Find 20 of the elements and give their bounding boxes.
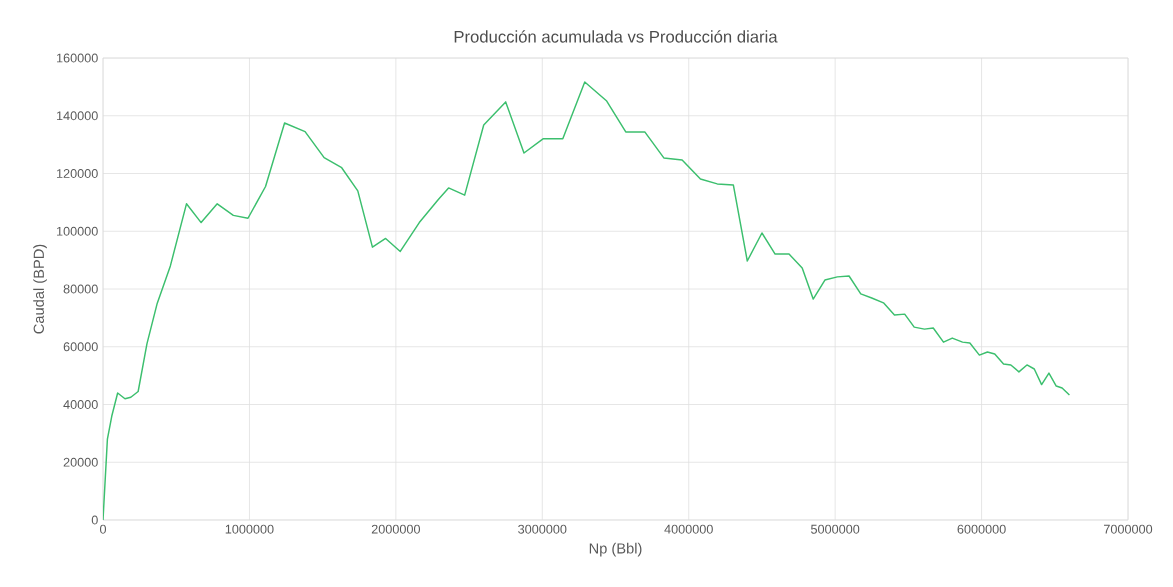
y-tick-label: 120000 bbox=[56, 169, 98, 178]
x-tick-label: 5000000 bbox=[810, 524, 860, 534]
x-tick-label: 7000000 bbox=[1103, 524, 1153, 534]
y-tick-label: 0 bbox=[91, 515, 98, 525]
y-tick-label: 20000 bbox=[63, 457, 98, 467]
x-tick-label: 6000000 bbox=[957, 524, 1006, 534]
y-axis-title: Caudal (BPD) bbox=[33, 244, 47, 334]
x-axis-title: Np (Bbl) bbox=[589, 542, 642, 557]
x-tick-label: 1000000 bbox=[225, 524, 274, 534]
y-tick-label: 100000 bbox=[56, 226, 98, 236]
x-tick-label: 0 bbox=[99, 524, 107, 534]
y-tick-label: 140000 bbox=[56, 111, 98, 121]
y-tick-label: 60000 bbox=[63, 342, 98, 352]
y-tick-label: 80000 bbox=[63, 284, 98, 294]
x-tick-label: 2000000 bbox=[371, 524, 421, 534]
x-tick-label: 3000000 bbox=[518, 524, 567, 534]
y-tick-label: 160000 bbox=[56, 53, 98, 63]
y-tick-label: 40000 bbox=[63, 400, 98, 409]
x-tick-label: 4000000 bbox=[664, 524, 713, 534]
chart-title: Producción acumulada vs Producción diaria bbox=[454, 30, 778, 43]
